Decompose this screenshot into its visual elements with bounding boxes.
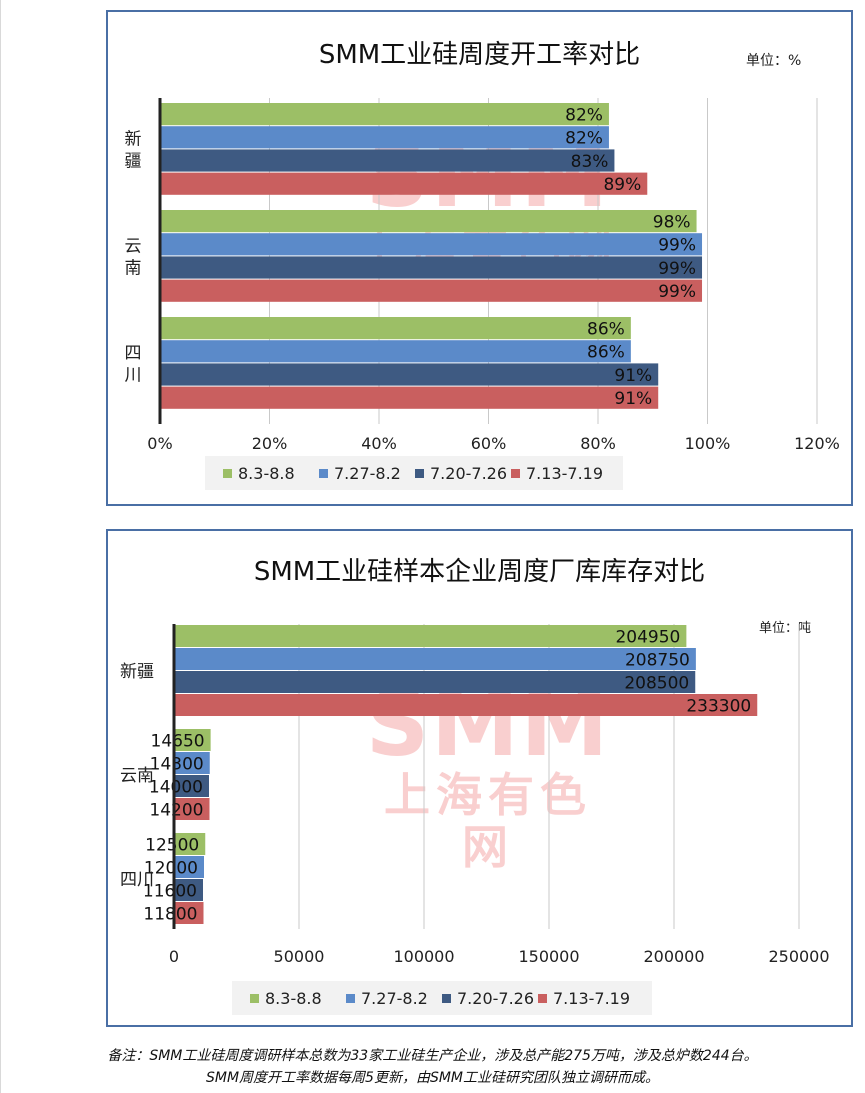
x-tick-label: 100000 bbox=[393, 947, 454, 966]
data-label: 12500 bbox=[145, 835, 199, 855]
bar bbox=[174, 902, 204, 924]
footnote-line-1: 备注：SMM工业硅周度调研样本总数为33家工业硅生产企业，涉及总产能275万吨，… bbox=[107, 1048, 758, 1064]
data-label: 86% bbox=[587, 343, 625, 363]
bar bbox=[160, 256, 703, 279]
unit-label: 单位：% bbox=[746, 53, 802, 69]
data-label: 14000 bbox=[149, 777, 203, 797]
legend-swatch bbox=[442, 994, 451, 1003]
legend-swatch bbox=[511, 469, 520, 478]
bar bbox=[160, 340, 631, 363]
data-label: 82% bbox=[565, 129, 603, 149]
chart-title: SMM工业硅样本企业周度厂库库存对比 bbox=[253, 557, 706, 587]
inventory-chart-panel: SMM工业硅样本企业周度厂库库存对比 单位：吨 SMM 上海有色网 0 50000… bbox=[106, 529, 853, 1027]
bar bbox=[174, 775, 209, 797]
data-label: 14650 bbox=[151, 731, 205, 751]
legend-entry: 8.3-8.8 bbox=[238, 464, 295, 483]
bar bbox=[174, 879, 203, 901]
bar bbox=[174, 833, 206, 855]
bar bbox=[174, 798, 210, 820]
legend-entry: 7.27-8.2 bbox=[361, 989, 428, 1008]
x-tick-label: 50000 bbox=[274, 947, 325, 966]
bar bbox=[160, 149, 615, 172]
legend-swatch bbox=[250, 994, 259, 1003]
data-label: 83% bbox=[571, 152, 609, 172]
data-label: 14300 bbox=[150, 754, 204, 774]
legend-swatch bbox=[538, 994, 547, 1003]
data-label: 91% bbox=[614, 366, 652, 386]
bar bbox=[174, 752, 210, 774]
bar bbox=[160, 233, 703, 256]
legend-entry: 7.13-7.19 bbox=[553, 989, 630, 1008]
x-tick-label: 0% bbox=[147, 434, 172, 453]
legend-entry: 8.3-8.8 bbox=[265, 989, 322, 1008]
x-tick-label: 150000 bbox=[518, 947, 579, 966]
x-tick-label: 40% bbox=[361, 434, 397, 453]
footnote-line-2: SMM周度开工率数据每周5更新，由SMM工业硅研究团队独立调研而成。 bbox=[206, 1070, 659, 1086]
bar bbox=[174, 856, 204, 878]
bar bbox=[174, 694, 758, 716]
bar bbox=[160, 317, 631, 340]
legend-swatch bbox=[415, 469, 424, 478]
unit-label: 单位：吨 bbox=[759, 621, 812, 636]
x-tick-label: 250000 bbox=[768, 947, 829, 966]
legend-entry: 7.20-7.26 bbox=[457, 989, 534, 1008]
page-left-border bbox=[0, 0, 1, 1093]
bar bbox=[174, 671, 696, 693]
bar bbox=[160, 103, 609, 126]
inventory-bar-chart: 0 50000 100000 150000 200000 250000 204950 2087… bbox=[120, 624, 830, 1015]
data-label: 82% bbox=[565, 105, 603, 125]
x-tick-label: 200000 bbox=[643, 947, 704, 966]
legend-swatch bbox=[319, 469, 328, 478]
legend-swatch bbox=[223, 469, 232, 478]
legend-entry: 7.20-7.26 bbox=[430, 464, 507, 483]
data-label: 89% bbox=[603, 175, 641, 195]
data-label: 99% bbox=[658, 259, 696, 279]
bar bbox=[160, 126, 609, 149]
chart-title: SMM工业硅周度开工率对比 bbox=[318, 40, 641, 70]
data-label: 233300 bbox=[686, 696, 751, 716]
data-label: 14200 bbox=[149, 800, 203, 820]
operating-rate-bar-chart: 0% 20% 40% 60% 80% 100% 120% 82% 82% 83% 89% 新疆 98% 9… bbox=[125, 98, 840, 490]
legend-entry: 7.13-7.19 bbox=[526, 464, 603, 483]
bar bbox=[160, 172, 648, 195]
data-label: 11800 bbox=[143, 904, 197, 924]
category-label: 四川 bbox=[120, 870, 154, 890]
legend-swatch bbox=[346, 994, 355, 1003]
bar bbox=[160, 210, 697, 233]
data-label: 99% bbox=[658, 236, 696, 256]
data-label: 91% bbox=[614, 389, 652, 409]
category-label: 新疆 bbox=[125, 129, 142, 171]
x-tick-label: 80% bbox=[580, 434, 616, 453]
data-label: 99% bbox=[658, 282, 696, 302]
bar bbox=[174, 729, 211, 751]
x-tick-label: 60% bbox=[471, 434, 507, 453]
data-label: 11600 bbox=[143, 881, 197, 901]
bar bbox=[160, 279, 703, 302]
x-tick-label: 100% bbox=[685, 434, 731, 453]
category-label: 新疆 bbox=[120, 662, 154, 682]
data-label: 86% bbox=[587, 319, 625, 339]
data-label: 208750 bbox=[625, 650, 690, 670]
legend-box bbox=[205, 456, 623, 490]
x-tick-label: 0 bbox=[169, 947, 179, 966]
data-label: 208500 bbox=[624, 673, 689, 693]
x-tick-label: 20% bbox=[252, 434, 288, 453]
category-label: 云南 bbox=[120, 766, 154, 786]
category-label: 四川 bbox=[125, 343, 142, 385]
bar bbox=[174, 648, 696, 670]
category-label: 云南 bbox=[125, 236, 142, 278]
data-label: 98% bbox=[653, 212, 691, 232]
bar bbox=[160, 386, 659, 409]
legend-entry: 7.27-8.2 bbox=[334, 464, 401, 483]
data-label: 204950 bbox=[615, 627, 680, 647]
bar bbox=[174, 625, 687, 647]
operating-rate-chart-panel: SMM工业硅周度开工率对比 单位：% SMM 上海有色网 0%20%40%60%… bbox=[106, 10, 853, 506]
bar bbox=[160, 363, 659, 386]
data-label: 12000 bbox=[144, 858, 198, 878]
x-tick-label: 120% bbox=[794, 434, 840, 453]
